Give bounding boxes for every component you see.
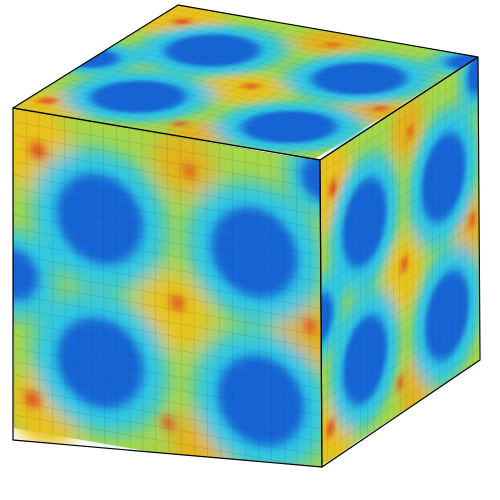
cube-edges — [12, 4, 481, 468]
